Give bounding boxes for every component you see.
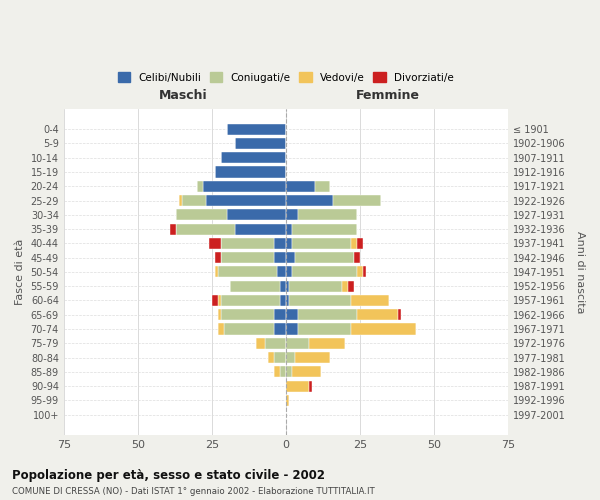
Bar xyxy=(342,280,348,292)
Bar xyxy=(212,295,218,306)
Bar xyxy=(221,309,274,320)
Bar xyxy=(286,295,289,306)
Bar xyxy=(176,224,235,234)
Bar xyxy=(292,224,357,234)
Bar xyxy=(274,238,286,249)
Bar xyxy=(170,224,176,234)
Bar xyxy=(265,338,286,349)
Legend: Celibi/Nubili, Coniugati/e, Vedovi/e, Divorziati/e: Celibi/Nubili, Coniugati/e, Vedovi/e, Di… xyxy=(114,68,458,87)
Bar xyxy=(286,252,295,263)
Bar xyxy=(292,266,357,278)
Bar xyxy=(227,124,286,134)
Bar xyxy=(280,366,286,378)
Bar xyxy=(221,295,280,306)
Bar xyxy=(197,180,203,192)
Bar xyxy=(280,280,286,292)
Bar xyxy=(286,324,298,334)
Bar xyxy=(206,195,286,206)
Y-axis label: Anni di nascita: Anni di nascita xyxy=(575,230,585,313)
Bar xyxy=(354,252,360,263)
Bar xyxy=(274,366,280,378)
Bar xyxy=(286,195,333,206)
Bar xyxy=(310,338,345,349)
Bar xyxy=(203,180,286,192)
Y-axis label: Fasce di età: Fasce di età xyxy=(15,238,25,305)
Bar xyxy=(348,280,354,292)
Text: Femmine: Femmine xyxy=(356,89,420,102)
Bar xyxy=(289,295,351,306)
Bar xyxy=(286,180,316,192)
Bar xyxy=(351,324,416,334)
Bar xyxy=(310,380,313,392)
Bar xyxy=(333,195,380,206)
Bar xyxy=(298,309,357,320)
Bar xyxy=(351,238,357,249)
Bar xyxy=(277,266,286,278)
Bar xyxy=(398,309,401,320)
Bar xyxy=(351,295,389,306)
Bar xyxy=(256,338,265,349)
Bar xyxy=(316,180,330,192)
Bar xyxy=(179,195,182,206)
Bar xyxy=(235,138,286,149)
Bar xyxy=(286,266,292,278)
Bar xyxy=(215,252,221,263)
Bar xyxy=(357,266,363,278)
Bar xyxy=(209,238,221,249)
Bar xyxy=(295,352,330,363)
Bar xyxy=(221,152,286,163)
Bar xyxy=(295,252,354,263)
Bar xyxy=(176,209,227,220)
Bar xyxy=(286,309,298,320)
Bar xyxy=(274,324,286,334)
Bar xyxy=(286,380,310,392)
Bar xyxy=(363,266,366,278)
Text: Maschi: Maschi xyxy=(160,89,208,102)
Bar xyxy=(286,280,289,292)
Bar xyxy=(357,238,363,249)
Bar xyxy=(215,166,286,177)
Bar xyxy=(230,280,280,292)
Text: Popolazione per età, sesso e stato civile - 2002: Popolazione per età, sesso e stato civil… xyxy=(12,470,325,482)
Bar xyxy=(218,295,221,306)
Bar xyxy=(286,395,289,406)
Bar xyxy=(218,309,221,320)
Bar xyxy=(274,309,286,320)
Bar xyxy=(218,324,224,334)
Bar xyxy=(286,338,310,349)
Bar xyxy=(215,266,218,278)
Bar xyxy=(235,224,286,234)
Bar xyxy=(221,238,274,249)
Bar xyxy=(286,366,292,378)
Bar xyxy=(286,352,295,363)
Bar xyxy=(298,324,351,334)
Bar xyxy=(289,280,342,292)
Bar xyxy=(286,224,292,234)
Bar xyxy=(280,295,286,306)
Bar xyxy=(292,238,351,249)
Bar xyxy=(268,352,274,363)
Bar xyxy=(274,252,286,263)
Bar xyxy=(274,352,286,363)
Bar xyxy=(227,209,286,220)
Bar xyxy=(357,309,398,320)
Bar xyxy=(286,238,292,249)
Text: COMUNE DI CRESSA (NO) - Dati ISTAT 1° gennaio 2002 - Elaborazione TUTTITALIA.IT: COMUNE DI CRESSA (NO) - Dati ISTAT 1° ge… xyxy=(12,487,375,496)
Bar xyxy=(218,266,277,278)
Bar xyxy=(286,209,298,220)
Bar xyxy=(224,324,274,334)
Bar xyxy=(221,252,274,263)
Bar xyxy=(298,209,357,220)
Bar xyxy=(292,366,322,378)
Bar xyxy=(182,195,206,206)
